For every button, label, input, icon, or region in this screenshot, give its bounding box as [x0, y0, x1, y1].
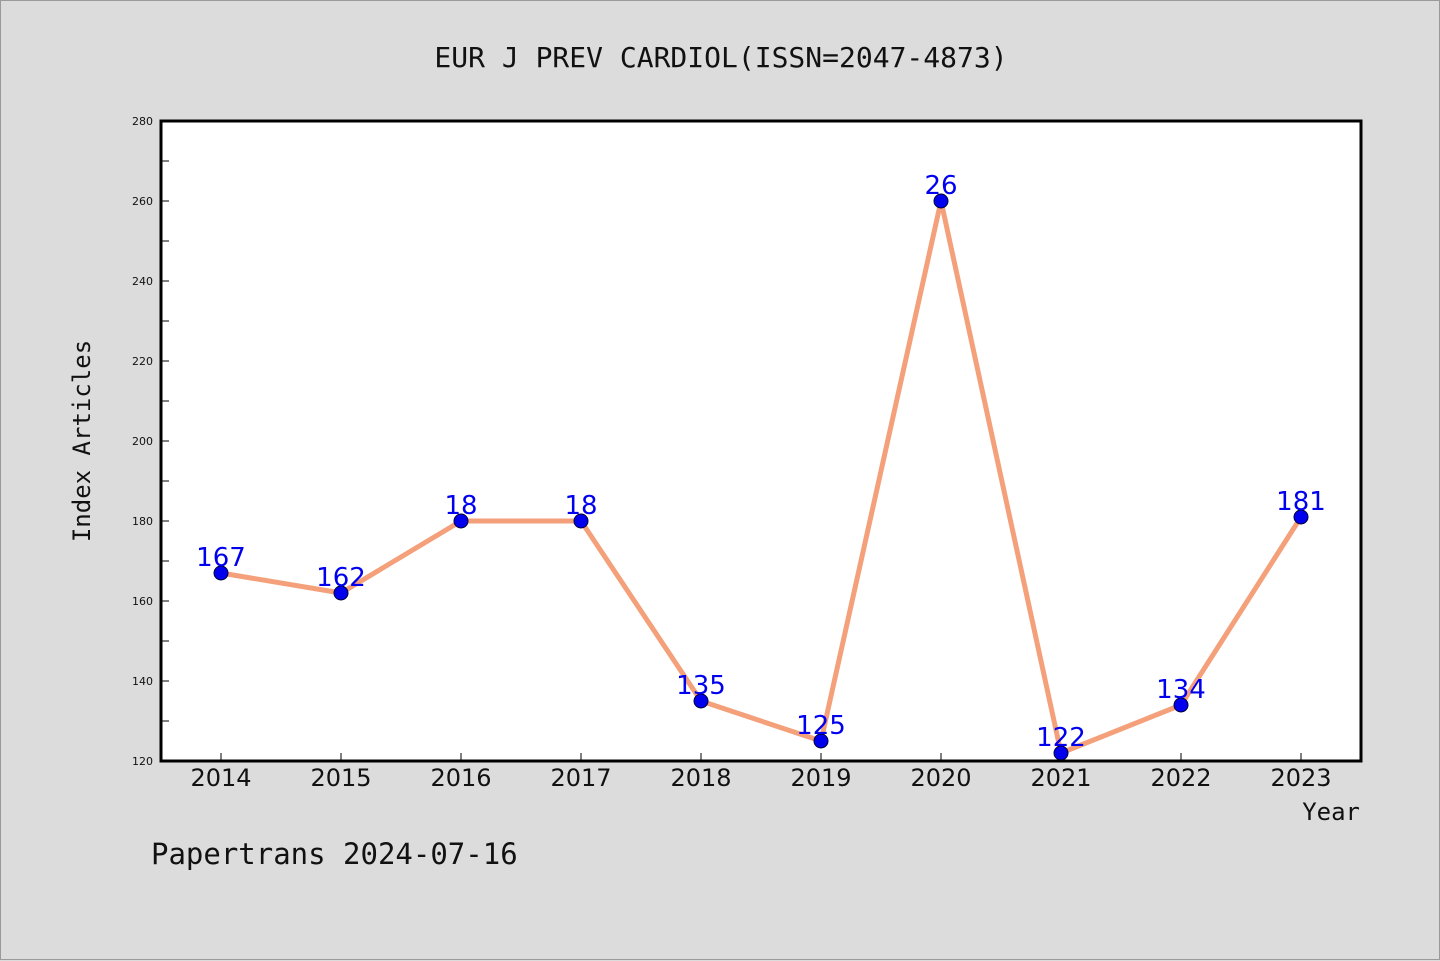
data-point-label: 167 [196, 543, 246, 573]
y-tick-label: 260 [132, 195, 153, 208]
x-tick-label: 2018 [670, 764, 731, 792]
data-point-label: 125 [796, 711, 846, 741]
plot-area [161, 121, 1361, 761]
data-point [933, 193, 949, 209]
y-tick-label: 120 [132, 755, 153, 768]
data-point-label: 134 [1156, 675, 1206, 705]
data-markers [213, 193, 1309, 761]
data-point-label: 135 [676, 671, 726, 701]
y-tick-label: 220 [132, 355, 153, 368]
footer-text: Papertrans 2024-07-16 [151, 837, 518, 871]
y-tick-label: 140 [132, 675, 153, 688]
data-point [333, 585, 349, 601]
data-point [1293, 509, 1309, 525]
x-tick-label: 2020 [910, 764, 971, 792]
data-point [213, 565, 229, 581]
y-axis: 120 140 160 180 200 220 240 260 280 [132, 115, 169, 768]
x-tick-label: 2017 [550, 764, 611, 792]
data-point-label: 18 [444, 491, 477, 521]
y-tick-label: 280 [132, 115, 153, 128]
x-tick-label: 2022 [1150, 764, 1211, 792]
data-point [1173, 697, 1189, 713]
data-point-label: 162 [316, 563, 366, 593]
chart-title: EUR J PREV CARDIOL(ISSN=2047-4873) [434, 41, 1007, 74]
x-tick-label: 2019 [790, 764, 851, 792]
data-point [573, 513, 589, 529]
data-point-label: 181 [1276, 487, 1326, 517]
y-tick-label: 160 [132, 595, 153, 608]
x-tick-label: 2023 [1270, 764, 1331, 792]
x-tick-label: 2014 [190, 764, 251, 792]
data-point [813, 733, 829, 749]
y-tick-label: 200 [132, 435, 153, 448]
data-point-label: 122 [1036, 723, 1086, 753]
y-tick-label: 180 [132, 515, 153, 528]
data-point [453, 513, 469, 529]
data-point-label: 18 [564, 491, 597, 521]
data-labels: 167 162 18 18 135 125 26 122 134 181 [196, 171, 1326, 753]
x-axis: 2014 2015 2016 2017 2018 2019 2020 2021 2022 2023 [190, 753, 1332, 792]
y-tick-label: 240 [132, 275, 153, 288]
x-axis-label: Year [1302, 798, 1360, 826]
plot-border [159, 119, 1363, 763]
data-point [693, 693, 709, 709]
x-tick-label: 2015 [310, 764, 371, 792]
x-tick-label: 2016 [430, 764, 491, 792]
series-line [220, 198, 1304, 756]
x-tick-label: 2021 [1030, 764, 1091, 792]
y-axis-label: Index Articles [68, 340, 96, 542]
data-point-label: 26 [924, 171, 957, 201]
